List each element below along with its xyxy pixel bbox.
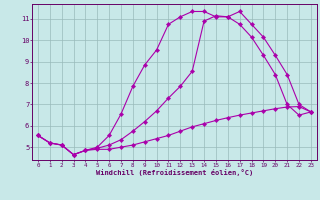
X-axis label: Windchill (Refroidissement éolien,°C): Windchill (Refroidissement éolien,°C) xyxy=(96,169,253,176)
